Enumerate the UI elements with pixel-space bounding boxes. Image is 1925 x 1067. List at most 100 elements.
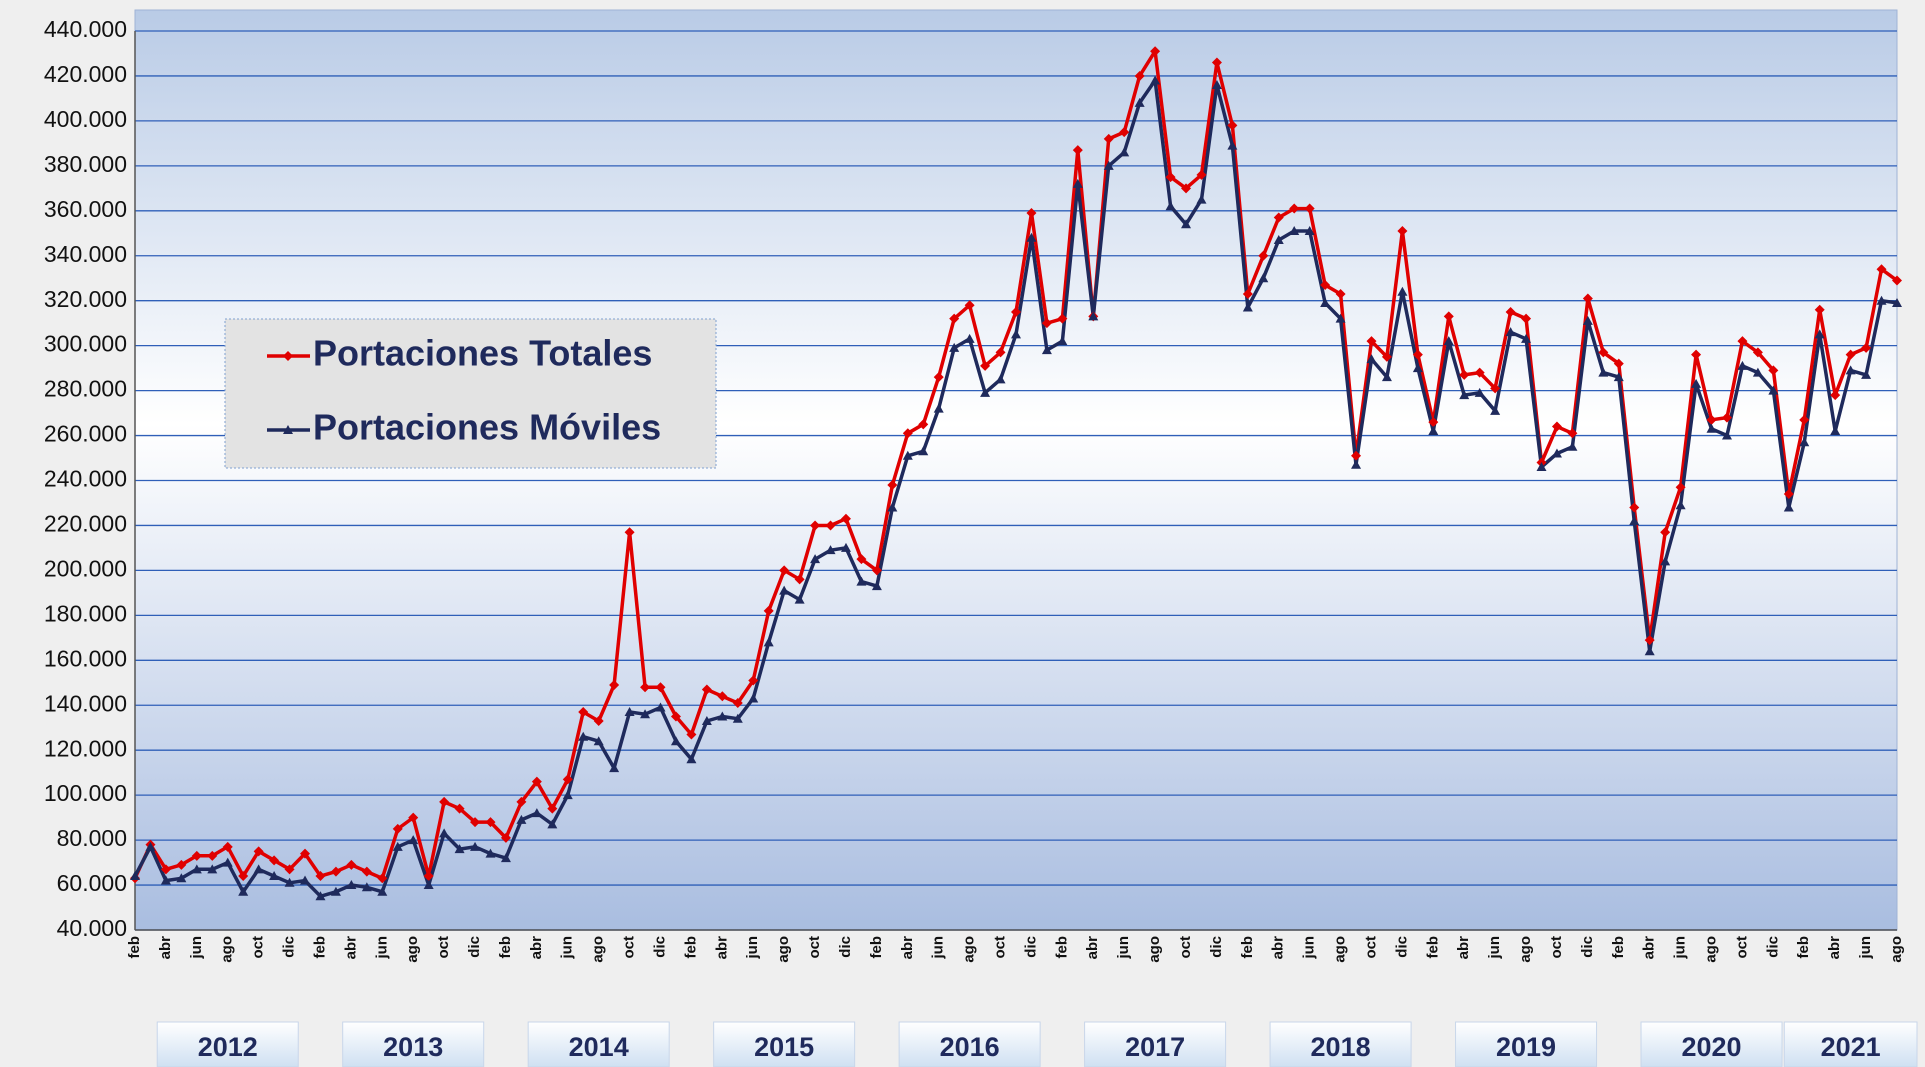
point-marker bbox=[1721, 430, 1732, 440]
point-marker bbox=[1861, 342, 1872, 353]
x-tick-label: abr bbox=[713, 936, 730, 960]
point-marker bbox=[408, 812, 419, 823]
x-tick-label: feb bbox=[1795, 936, 1812, 959]
x-tick-label: ago bbox=[1332, 936, 1349, 963]
point-marker bbox=[361, 866, 372, 877]
point-marker bbox=[1443, 336, 1454, 346]
point-marker bbox=[1072, 178, 1083, 188]
point-marker bbox=[547, 819, 558, 829]
year-label: 2014 bbox=[569, 1032, 629, 1062]
point-marker bbox=[1165, 172, 1176, 183]
legend-box bbox=[224, 318, 717, 469]
point-marker bbox=[1768, 385, 1779, 395]
legend-marker bbox=[283, 425, 293, 434]
x-tick-label: feb bbox=[682, 936, 699, 959]
point-marker bbox=[686, 729, 697, 740]
year-box bbox=[1084, 1021, 1227, 1067]
point-marker bbox=[1521, 333, 1532, 343]
point-marker bbox=[1675, 482, 1686, 493]
year-label: 2017 bbox=[1125, 1032, 1185, 1062]
x-tick-label: jun bbox=[744, 936, 761, 960]
point-marker bbox=[980, 360, 991, 371]
point-marker bbox=[1892, 275, 1902, 286]
point-marker bbox=[964, 333, 975, 343]
point-marker bbox=[1490, 383, 1501, 394]
point-marker bbox=[191, 864, 202, 874]
y-tick-label: 200.000 bbox=[44, 555, 127, 581]
point-marker bbox=[995, 374, 1006, 384]
point-marker bbox=[1258, 250, 1269, 261]
year-label: 2021 bbox=[1821, 1032, 1881, 1062]
point-marker bbox=[640, 682, 651, 693]
point-marker bbox=[392, 841, 403, 851]
point-marker bbox=[222, 857, 233, 867]
point-marker bbox=[794, 594, 805, 604]
point-marker bbox=[1366, 336, 1377, 347]
point-marker bbox=[1582, 293, 1593, 304]
point-marker bbox=[1196, 169, 1207, 180]
year-label: 2016 bbox=[940, 1032, 1000, 1062]
point-marker bbox=[330, 886, 341, 896]
point-marker bbox=[1691, 349, 1702, 360]
point-marker bbox=[1289, 226, 1300, 236]
point-marker bbox=[1598, 347, 1609, 358]
point-marker bbox=[269, 855, 280, 866]
point-marker bbox=[1011, 306, 1021, 317]
point-marker bbox=[1057, 313, 1068, 324]
point-marker bbox=[176, 859, 187, 870]
y-tick-label: 400.000 bbox=[44, 106, 127, 132]
point-marker bbox=[191, 850, 202, 861]
x-tick-label: ago bbox=[1888, 936, 1905, 963]
point-marker bbox=[485, 817, 496, 828]
year-label: 2015 bbox=[754, 1032, 814, 1062]
x-tick-label: oct bbox=[250, 936, 267, 959]
y-tick-label: 120.000 bbox=[44, 735, 127, 761]
x-tick-label: jun bbox=[373, 936, 390, 960]
point-marker bbox=[562, 790, 573, 800]
point-marker bbox=[640, 709, 651, 719]
point-marker bbox=[377, 886, 388, 896]
point-marker bbox=[995, 347, 1006, 358]
point-marker bbox=[1351, 459, 1362, 469]
point-marker bbox=[1830, 426, 1841, 436]
x-tick-label: ago bbox=[1517, 936, 1534, 963]
point-marker bbox=[392, 823, 403, 834]
point-marker bbox=[902, 428, 913, 439]
x-tick-label: abr bbox=[1455, 936, 1472, 960]
point-marker bbox=[284, 877, 295, 887]
point-marker bbox=[686, 754, 697, 764]
point-marker bbox=[1227, 140, 1238, 150]
point-marker bbox=[160, 875, 171, 885]
point-marker bbox=[1134, 97, 1145, 107]
point-marker bbox=[1706, 423, 1717, 433]
point-marker bbox=[1103, 133, 1114, 144]
point-marker bbox=[1165, 201, 1176, 211]
point-marker bbox=[887, 479, 898, 490]
point-marker bbox=[300, 848, 311, 859]
point-marker bbox=[1752, 367, 1763, 377]
year-box bbox=[898, 1021, 1041, 1067]
y-tick-label: 220.000 bbox=[44, 511, 127, 537]
point-marker bbox=[763, 605, 774, 616]
point-marker bbox=[593, 715, 604, 726]
point-marker bbox=[408, 835, 419, 845]
point-marker bbox=[1505, 306, 1516, 317]
point-marker bbox=[238, 871, 249, 882]
point-marker bbox=[516, 814, 527, 824]
point-marker bbox=[562, 774, 573, 785]
point-marker bbox=[1737, 336, 1748, 347]
y-tick-label: 320.000 bbox=[44, 286, 127, 312]
point-marker bbox=[1737, 360, 1748, 370]
x-tick-label: jun bbox=[1486, 936, 1503, 960]
point-marker bbox=[1381, 372, 1392, 382]
point-marker bbox=[918, 446, 929, 456]
point-marker bbox=[624, 706, 635, 716]
point-marker bbox=[1629, 502, 1640, 513]
x-tick-label: ago bbox=[590, 936, 607, 963]
point-marker bbox=[1876, 295, 1887, 305]
point-marker bbox=[1490, 405, 1501, 415]
point-marker bbox=[748, 693, 759, 703]
x-tick-label: dic bbox=[837, 936, 854, 958]
point-marker bbox=[1351, 450, 1362, 461]
point-marker bbox=[810, 554, 821, 564]
